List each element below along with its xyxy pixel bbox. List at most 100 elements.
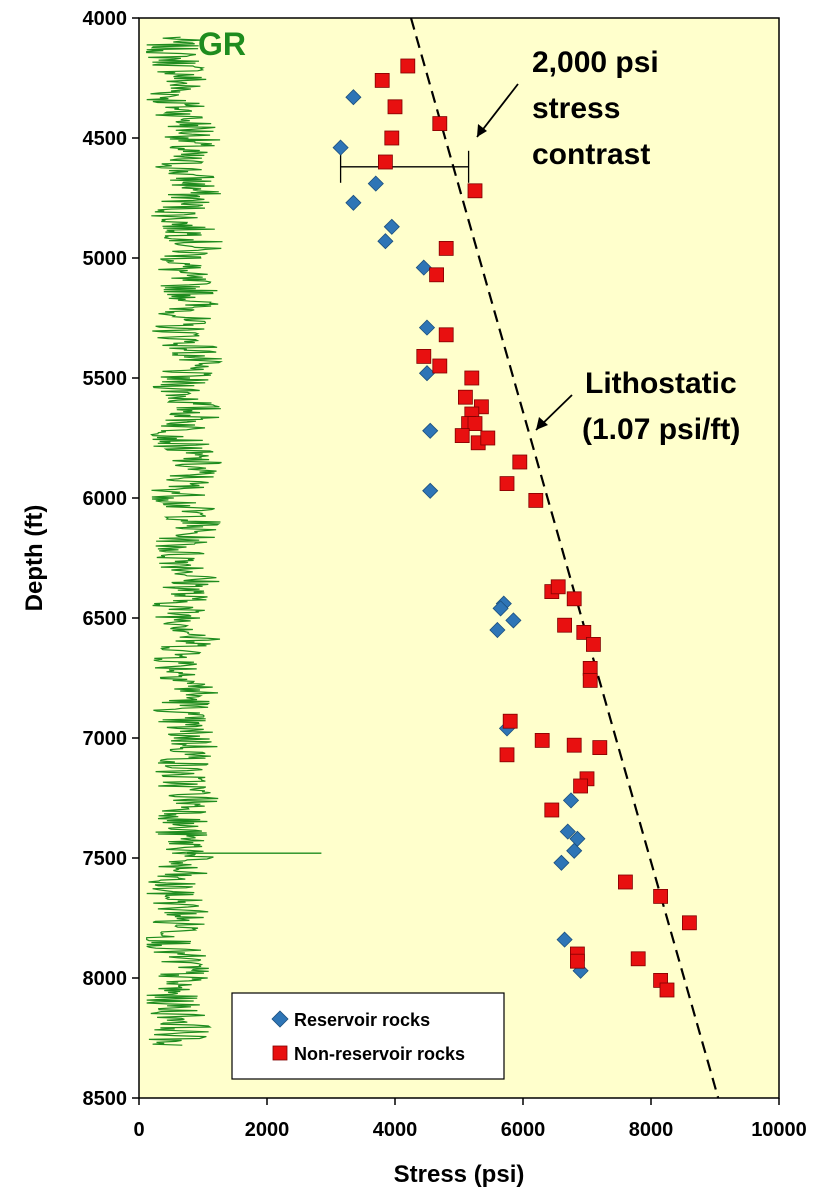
reservoir-point: [422, 422, 439, 439]
non-reservoir-point: [659, 982, 675, 998]
non-reservoir-point: [438, 240, 454, 256]
reservoir-point: [345, 194, 362, 211]
contrast-bar-layer: [339, 150, 470, 183]
non-reservoir-point: [374, 73, 390, 88]
legend-box: [231, 992, 505, 1080]
reservoir-point: [422, 482, 439, 499]
y-tick-label: 8500: [83, 1088, 128, 1110]
lithostatic-annotation: Lithostatic (1.07 psi/ft): [535, 367, 740, 446]
non-reservoir-point: [534, 733, 550, 748]
x-tick-label: 4000: [373, 1119, 418, 1141]
reservoir-point: [367, 175, 384, 192]
y-axis-title: Depth (ft): [21, 505, 48, 612]
contrast-arrowhead: [477, 124, 487, 137]
non-reservoir-point: [557, 617, 572, 633]
x-tick-label: 10000: [751, 1119, 807, 1141]
contrast-annotation: 2,000 psi stress contrast: [476, 46, 659, 171]
reservoir-point: [492, 600, 509, 617]
non-reservoir-point: [432, 358, 448, 374]
reservoir-point: [418, 319, 436, 336]
contrast-annotation-line-3: contrast: [532, 138, 650, 171]
non-reservoir-point: [586, 637, 601, 652]
reservoir-point: [415, 259, 432, 276]
non-reservoir-point: [457, 389, 473, 405]
non-reservoir-point: [400, 58, 416, 74]
x-axis-title: Stress (psi): [394, 1161, 525, 1188]
y-tick-label: 4500: [83, 128, 128, 150]
x-tick-label: 8000: [629, 1119, 674, 1141]
reservoir-point: [505, 612, 522, 629]
y-tick-label: 6000: [83, 488, 128, 510]
non-reservoir-point: [467, 183, 483, 199]
non-reservoir-point: [384, 130, 400, 146]
x-tick-label: 2000: [245, 1119, 290, 1141]
non-reservoir-point: [573, 778, 588, 794]
non-reservoir-point: [512, 454, 528, 470]
lithostatic-line: [409, 17, 720, 1099]
x-tick-label: 0: [133, 1119, 144, 1141]
legend-marker-reservoir: [271, 1010, 289, 1028]
reservoir-point: [418, 365, 436, 382]
non-reservoir-point: [544, 802, 560, 818]
reservoir-point: [489, 621, 506, 639]
y-tick-label: 7000: [83, 728, 128, 750]
reservoir-point: [566, 842, 583, 859]
contrast-annotation-line-1: 2,000 psi: [532, 46, 659, 79]
data-points-layer: [332, 58, 697, 998]
y-tick-label: 7500: [83, 848, 128, 870]
reservoir-point: [559, 823, 576, 840]
non-reservoir-point: [432, 116, 448, 131]
lithostatic-annotation-line-2: (1.07 psi/ft): [582, 413, 740, 446]
legend: Reservoir rocks Non-reservoir rocks: [231, 992, 505, 1080]
plot-area: [138, 17, 780, 1099]
non-reservoir-point: [429, 267, 445, 283]
non-reservoir-point: [653, 889, 668, 904]
non-reservoir-point: [464, 370, 480, 386]
legend-marker-non-reservoir: [272, 1045, 288, 1061]
non-reservoir-point: [454, 428, 470, 444]
legend-label-reservoir: Reservoir rocks: [294, 1010, 430, 1030]
non-reservoir-point: [528, 492, 544, 508]
axes-layer: 0 2000 4000 6000 8000 10000 4000 4500 5000 5500 60…: [83, 8, 807, 1141]
y-tick-label: 5000: [83, 248, 128, 270]
non-reservoir-point: [630, 951, 646, 967]
non-reservoir-point: [682, 915, 697, 931]
lithostatic-arrowhead: [536, 417, 548, 430]
gr-log-trace: [146, 36, 223, 1046]
reservoir-point: [332, 139, 349, 156]
non-reservoir-point: [550, 579, 566, 595]
reservoir-point: [562, 792, 580, 809]
non-reservoir-point: [502, 713, 518, 729]
y-tick-label: 8000: [83, 968, 128, 990]
gr-label: GR: [198, 26, 246, 62]
reservoir-point: [556, 931, 573, 948]
lithostatic-line-layer: [409, 17, 720, 1099]
non-reservoir-point: [499, 476, 515, 492]
y-tick-label: 4000: [83, 8, 128, 30]
legend-label-non-reservoir: Non-reservoir rocks: [294, 1044, 465, 1064]
non-reservoir-point: [566, 591, 582, 607]
contrast-arrow: [476, 83, 519, 138]
non-reservoir-point: [570, 953, 585, 969]
gr-log-layer: [146, 36, 322, 1046]
non-reservoir-point: [377, 154, 393, 170]
non-reservoir-point: [438, 327, 454, 343]
non-reservoir-point: [618, 874, 633, 890]
contrast-annotation-line-2: stress: [532, 92, 620, 125]
y-tick-label: 5500: [83, 368, 128, 390]
non-reservoir-point: [499, 747, 515, 763]
non-reservoir-point: [582, 673, 598, 688]
non-reservoir-point: [576, 625, 592, 640]
reservoir-point: [553, 854, 570, 871]
reservoir-point: [377, 233, 394, 250]
non-reservoir-point: [592, 740, 608, 755]
reservoir-point: [383, 218, 400, 235]
non-reservoir-point: [416, 348, 432, 364]
lithostatic-annotation-line-1: Lithostatic: [585, 367, 737, 400]
non-reservoir-point: [480, 430, 496, 446]
non-reservoir-point: [387, 99, 403, 115]
x-tick-label: 6000: [501, 1119, 546, 1141]
non-reservoir-point: [467, 416, 483, 432]
y-tick-label: 6500: [83, 608, 128, 630]
